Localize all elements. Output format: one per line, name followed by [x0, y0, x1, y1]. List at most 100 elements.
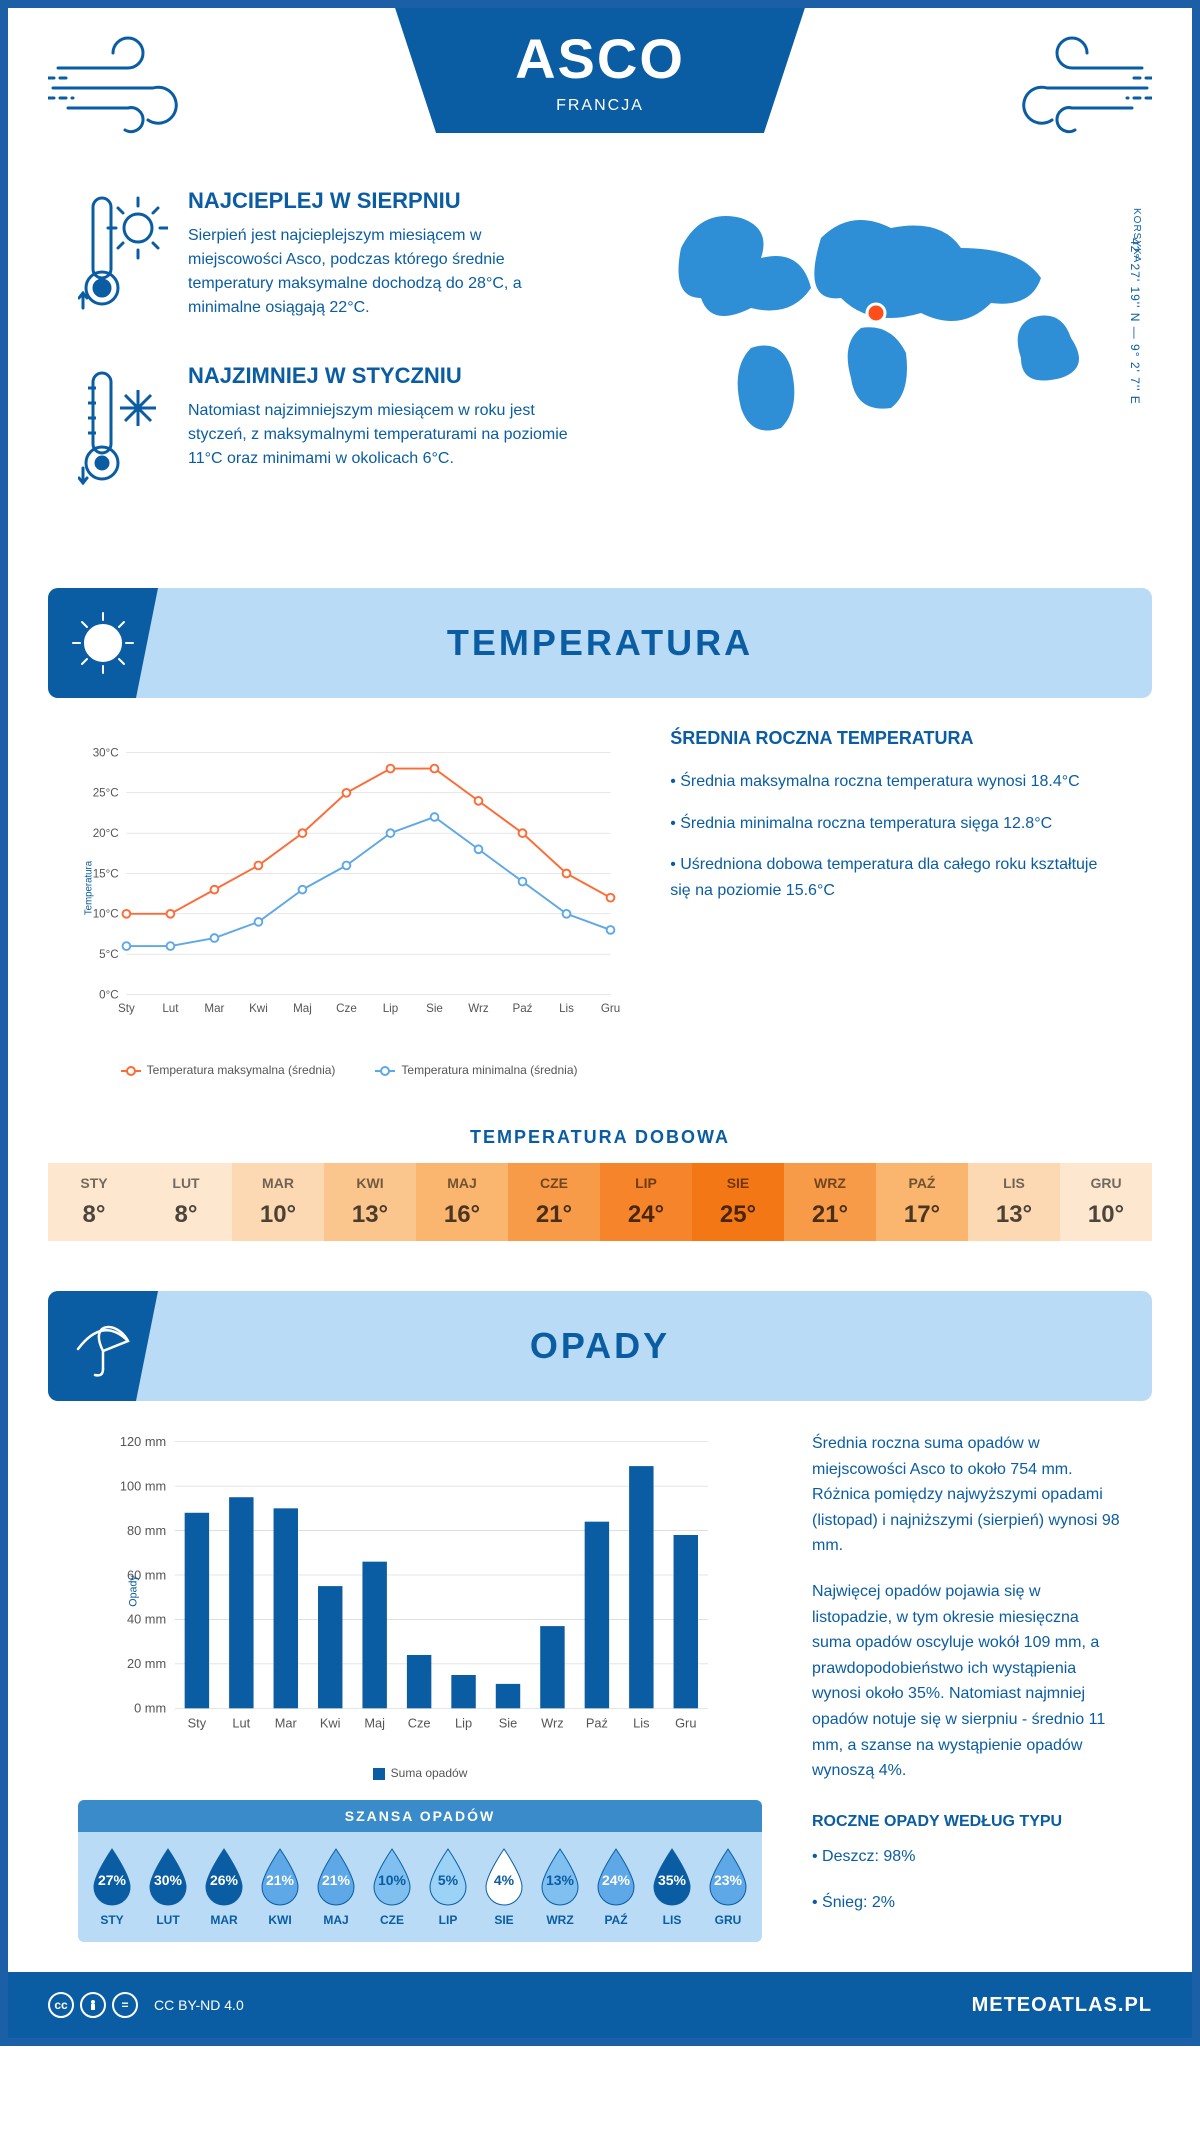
drop-percent: 13% — [546, 1872, 574, 1888]
svg-text:10°C: 10°C — [93, 908, 119, 921]
drop-cell: 5% LIP — [424, 1847, 472, 1927]
sun-icon — [48, 588, 158, 698]
daily-temp-cell: STY8° — [48, 1163, 140, 1241]
daily-temp-cell: PAŹ17° — [876, 1163, 968, 1241]
by-icon — [80, 1992, 106, 2018]
daily-month-label: STY — [48, 1175, 140, 1191]
drop-month-label: MAR — [200, 1913, 248, 1927]
svg-text:Cze: Cze — [336, 1002, 357, 1015]
brand-label: METEOATLAS.PL — [972, 1994, 1152, 2017]
svg-text:80 mm: 80 mm — [127, 1523, 166, 1538]
svg-text:15°C: 15°C — [93, 867, 119, 880]
raindrop-icon: 27% — [88, 1847, 136, 1907]
svg-text:Sty: Sty — [188, 1716, 207, 1731]
svg-text:Sie: Sie — [499, 1716, 518, 1731]
svg-text:0 mm: 0 mm — [134, 1701, 166, 1716]
daily-temp-value: 10° — [232, 1201, 324, 1229]
drop-month-label: WRZ — [536, 1913, 584, 1927]
drop-percent: 5% — [438, 1872, 458, 1888]
thermometer-snow-icon — [78, 363, 168, 508]
daily-temp-value: 16° — [416, 1201, 508, 1229]
raindrop-icon: 21% — [312, 1847, 360, 1907]
drop-month-label: GRU — [704, 1913, 752, 1927]
svg-text:40 mm: 40 mm — [127, 1612, 166, 1627]
warmest-block: NAJCIEPLEJ W SIERPNIU Sierpień jest najc… — [78, 188, 580, 333]
svg-text:Maj: Maj — [293, 1002, 312, 1015]
drop-percent: 23% — [714, 1872, 742, 1888]
svg-text:Lis: Lis — [559, 1002, 574, 1015]
legend-max: Temperatura maksymalna (średnia) — [147, 1063, 336, 1077]
svg-text:25°C: 25°C — [93, 787, 119, 800]
legend-min: Temperatura minimalna (średnia) — [401, 1063, 577, 1077]
precip-paragraph: Średnia roczna suma opadów w miejscowośc… — [812, 1431, 1122, 1559]
precipitation-legend: Suma opadów — [78, 1766, 762, 1780]
warmest-text: Sierpień jest najcieplejszym miesiącem w… — [188, 224, 580, 320]
svg-text:Gru: Gru — [675, 1716, 696, 1731]
daily-month-label: MAJ — [416, 1175, 508, 1191]
header: ASCO FRANCJA — [8, 8, 1192, 178]
drop-percent: 21% — [266, 1872, 294, 1888]
raindrop-icon: 23% — [704, 1847, 752, 1907]
daily-temp-cell: LIP 24° — [600, 1163, 692, 1241]
daily-temp-value: 21° — [784, 1201, 876, 1229]
svg-text:Lut: Lut — [232, 1716, 250, 1731]
daily-month-label: LUT — [140, 1175, 232, 1191]
daily-temp-value: 8° — [140, 1201, 232, 1229]
map-marker-icon — [867, 304, 885, 322]
temperature-heading: TEMPERATURA — [78, 622, 1122, 664]
drop-cell: 27% STY — [88, 1847, 136, 1927]
drop-percent: 4% — [494, 1872, 514, 1888]
svg-text:Lis: Lis — [633, 1716, 649, 1731]
drop-percent: 10% — [378, 1872, 406, 1888]
svg-text:Wrz: Wrz — [468, 1002, 489, 1015]
raindrop-icon: 26% — [200, 1847, 248, 1907]
svg-text:20°C: 20°C — [93, 827, 119, 840]
svg-text:Mar: Mar — [275, 1716, 298, 1731]
drop-cell: 23% GRU — [704, 1847, 752, 1927]
map-block: KORSYKA 42° 27' 19'' N — 9° 2' 7'' E — [620, 188, 1122, 538]
daily-month-label: CZE — [508, 1175, 600, 1191]
daily-month-label: LIP — [600, 1175, 692, 1191]
daily-month-label: KWI — [324, 1175, 416, 1191]
daily-temp-value: 13° — [324, 1201, 416, 1229]
coldest-title: NAJZIMNIEJ W STYCZNIU — [188, 363, 580, 389]
drop-cell: 35% LIS — [648, 1847, 696, 1927]
drop-month-label: LIS — [648, 1913, 696, 1927]
svg-text:Gru: Gru — [601, 1002, 620, 1015]
svg-text:100 mm: 100 mm — [120, 1478, 166, 1493]
umbrella-icon — [48, 1291, 158, 1401]
raindrop-icon: 24% — [592, 1847, 640, 1907]
svg-text:Kwi: Kwi — [320, 1716, 341, 1731]
wind-icon-right — [972, 28, 1152, 148]
temperature-summary: ŚREDNIA ROCZNA TEMPERATURA • Średnia mak… — [670, 728, 1122, 1077]
svg-text:120 mm: 120 mm — [120, 1434, 166, 1449]
daily-temp-title: TEMPERATURA DOBOWA — [8, 1127, 1192, 1148]
raindrop-icon: 30% — [144, 1847, 192, 1907]
legend-sum: Suma opadów — [391, 1766, 468, 1780]
raindrop-icon: 13% — [536, 1847, 584, 1907]
drop-month-label: LUT — [144, 1913, 192, 1927]
svg-text:Lip: Lip — [383, 1002, 399, 1015]
drop-month-label: KWI — [256, 1913, 304, 1927]
svg-text:Maj: Maj — [364, 1716, 385, 1731]
svg-text:Sty: Sty — [118, 1002, 135, 1015]
drop-cell: 13% WRZ — [536, 1847, 584, 1927]
temperature-line-chart: 0°C5°C10°C15°C20°C25°C30°CStyLutMarKwiMa… — [78, 728, 620, 1077]
thermometer-sun-icon — [78, 188, 168, 333]
summary-bullet: • Średnia minimalna roczna temperatura s… — [670, 811, 1122, 837]
drop-percent: 30% — [154, 1872, 182, 1888]
title-badge: ASCO FRANCJA — [395, 8, 805, 133]
daily-temp-value: 24° — [600, 1201, 692, 1229]
daily-temp-value: 13° — [968, 1201, 1060, 1229]
warmest-title: NAJCIEPLEJ W SIERPNIU — [188, 188, 580, 214]
svg-text:20 mm: 20 mm — [127, 1656, 166, 1671]
daily-month-label: LIS — [968, 1175, 1060, 1191]
summary-title: ŚREDNIA ROCZNA TEMPERATURA — [670, 728, 1122, 749]
precipitation-chance-panel: SZANSA OPADÓW 27% STY 30% LUT 26% MAR 21… — [78, 1800, 762, 1942]
daily-month-label: PAŹ — [876, 1175, 968, 1191]
svg-text:30°C: 30°C — [93, 746, 119, 759]
drop-percent: 24% — [602, 1872, 630, 1888]
svg-text:Paź: Paź — [586, 1716, 608, 1731]
daily-temp-value: 25° — [692, 1201, 784, 1229]
temperature-legend: Temperatura maksymalna (średnia) Tempera… — [78, 1063, 620, 1077]
